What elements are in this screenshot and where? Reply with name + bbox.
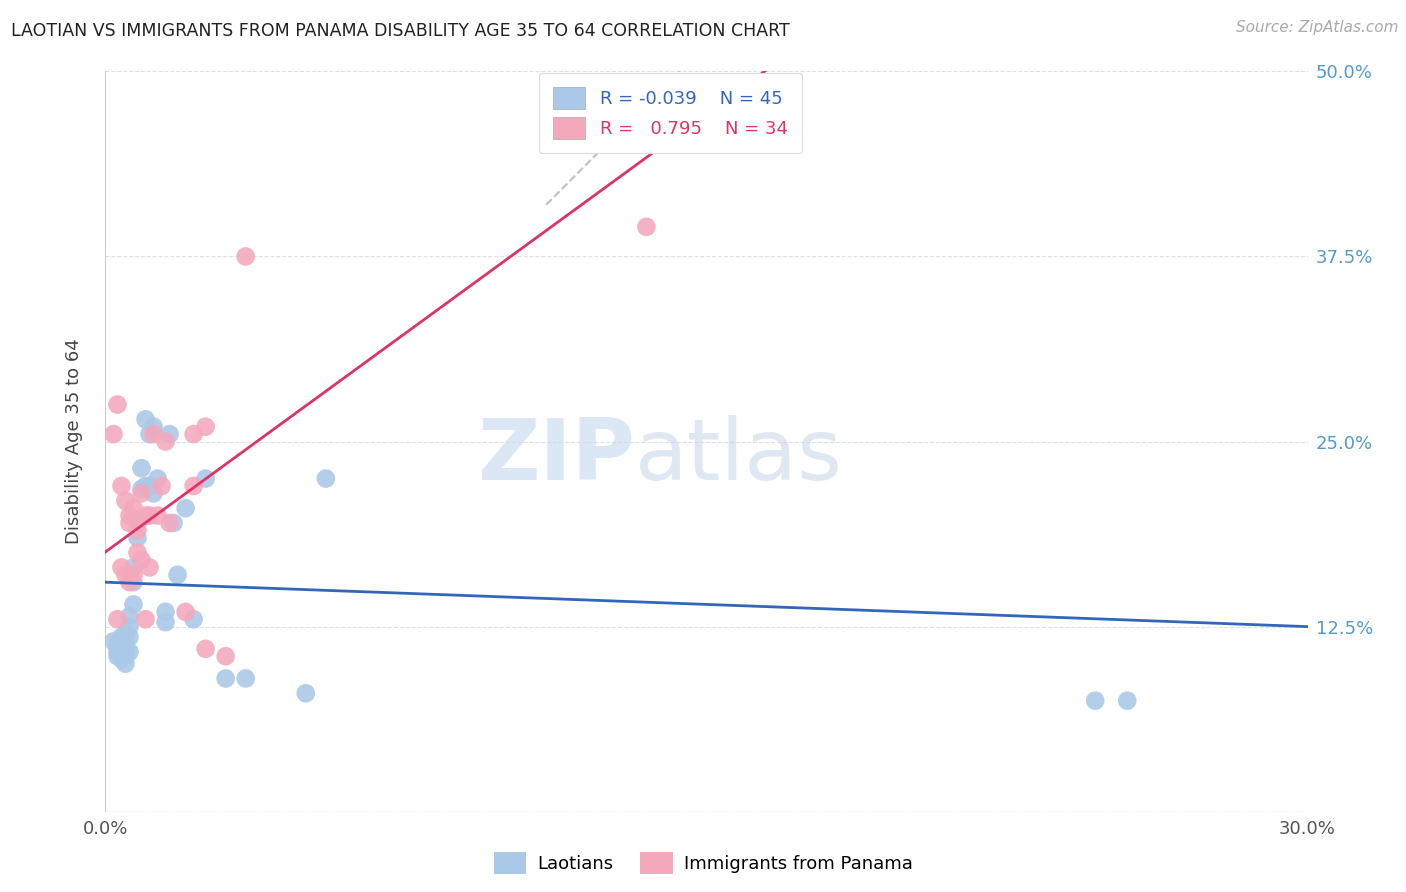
Point bbox=[146, 508, 169, 523]
Point bbox=[122, 598, 145, 612]
Point bbox=[1084, 694, 1107, 708]
Y-axis label: Disability Age 35 to 64: Disability Age 35 to 64 bbox=[65, 339, 83, 544]
Point bbox=[135, 412, 157, 426]
Point bbox=[636, 219, 658, 234]
Point bbox=[174, 605, 197, 619]
Point bbox=[138, 427, 160, 442]
Point bbox=[118, 575, 141, 590]
Text: LAOTIAN VS IMMIGRANTS FROM PANAMA DISABILITY AGE 35 TO 64 CORRELATION CHART: LAOTIAN VS IMMIGRANTS FROM PANAMA DISABI… bbox=[11, 22, 790, 40]
Text: atlas: atlas bbox=[634, 415, 842, 498]
Point bbox=[118, 619, 141, 633]
Point bbox=[107, 397, 129, 411]
Point bbox=[142, 427, 165, 442]
Point bbox=[110, 630, 132, 644]
Point bbox=[110, 560, 132, 574]
Point bbox=[118, 645, 141, 659]
Point bbox=[127, 524, 149, 538]
Point bbox=[183, 479, 205, 493]
Point bbox=[131, 486, 153, 500]
Point bbox=[183, 427, 205, 442]
Point bbox=[135, 508, 157, 523]
Point bbox=[155, 615, 177, 630]
Point bbox=[166, 567, 188, 582]
Text: ZIP: ZIP bbox=[477, 415, 634, 498]
Point bbox=[155, 434, 177, 449]
Point bbox=[107, 612, 129, 626]
Point bbox=[235, 672, 257, 686]
Point bbox=[1116, 694, 1139, 708]
Point bbox=[162, 516, 184, 530]
Point bbox=[235, 250, 257, 264]
Point bbox=[122, 575, 145, 590]
Point bbox=[155, 605, 177, 619]
Point bbox=[110, 637, 132, 651]
Point bbox=[138, 560, 160, 574]
Point bbox=[122, 501, 145, 516]
Point bbox=[114, 634, 136, 648]
Point bbox=[131, 553, 153, 567]
Point bbox=[131, 461, 153, 475]
Point bbox=[107, 639, 129, 653]
Point bbox=[114, 649, 136, 664]
Point bbox=[127, 546, 149, 560]
Legend: Laotians, Immigrants from Panama: Laotians, Immigrants from Panama bbox=[486, 845, 920, 881]
Legend: R = -0.039    N = 45, R =   0.795    N = 34: R = -0.039 N = 45, R = 0.795 N = 34 bbox=[538, 73, 803, 153]
Point bbox=[295, 686, 318, 700]
Point bbox=[138, 508, 160, 523]
Point bbox=[122, 567, 145, 582]
Text: Source: ZipAtlas.com: Source: ZipAtlas.com bbox=[1236, 20, 1399, 35]
Point bbox=[194, 419, 217, 434]
Point bbox=[118, 630, 141, 644]
Point bbox=[138, 479, 160, 493]
Point bbox=[135, 479, 157, 493]
Point bbox=[142, 486, 165, 500]
Point bbox=[114, 657, 136, 671]
Point bbox=[118, 516, 141, 530]
Point bbox=[122, 560, 145, 574]
Point bbox=[107, 645, 129, 659]
Point bbox=[214, 672, 236, 686]
Point bbox=[607, 79, 630, 94]
Point bbox=[135, 612, 157, 626]
Point bbox=[127, 531, 149, 545]
Point bbox=[114, 567, 136, 582]
Point bbox=[131, 482, 153, 496]
Point bbox=[114, 641, 136, 656]
Point bbox=[118, 508, 141, 523]
Point bbox=[114, 493, 136, 508]
Point bbox=[183, 612, 205, 626]
Point bbox=[142, 419, 165, 434]
Point bbox=[103, 427, 125, 442]
Point bbox=[214, 649, 236, 664]
Point bbox=[127, 516, 149, 530]
Point bbox=[118, 609, 141, 624]
Point bbox=[110, 479, 132, 493]
Point bbox=[194, 641, 217, 656]
Point bbox=[110, 645, 132, 659]
Point bbox=[103, 634, 125, 648]
Point bbox=[159, 427, 181, 442]
Point bbox=[159, 516, 181, 530]
Point bbox=[107, 649, 129, 664]
Point bbox=[194, 471, 217, 485]
Point bbox=[174, 501, 197, 516]
Point bbox=[110, 652, 132, 666]
Point bbox=[146, 471, 169, 485]
Point bbox=[315, 471, 337, 485]
Point bbox=[150, 479, 173, 493]
Point bbox=[114, 627, 136, 641]
